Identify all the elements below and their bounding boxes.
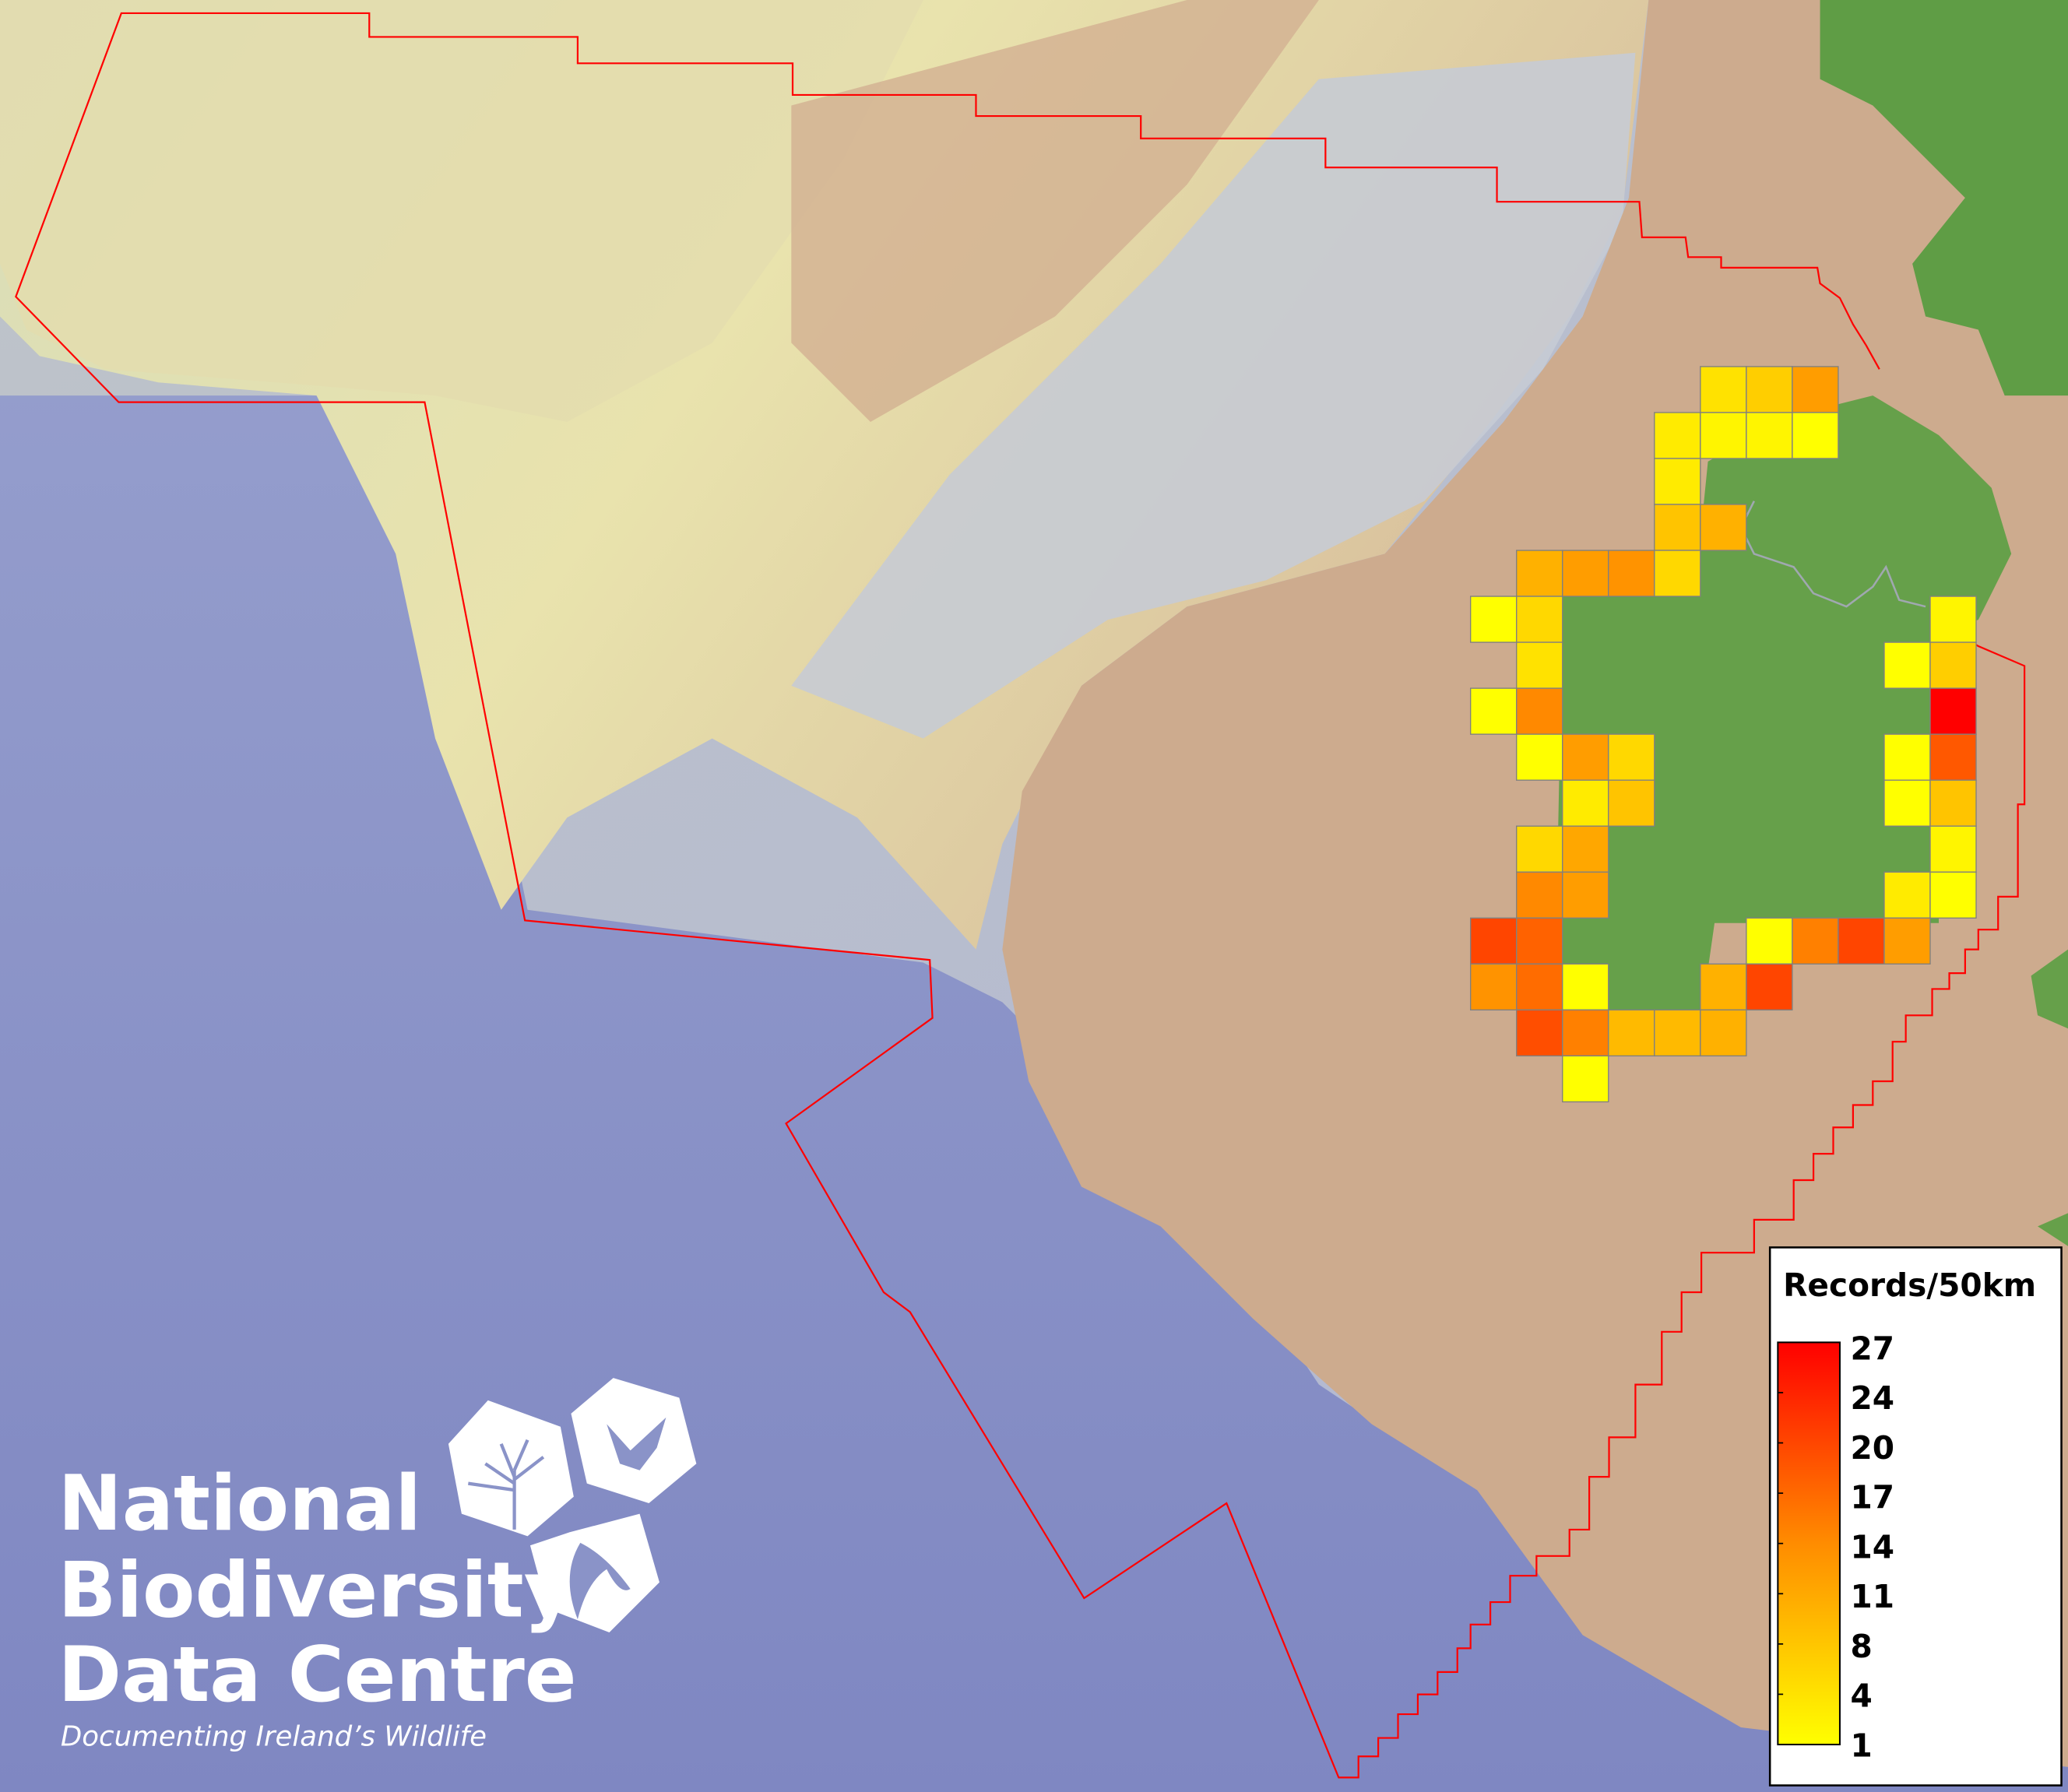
- grid-cell: [1792, 917, 1839, 965]
- grid-cell: [1562, 871, 1609, 919]
- grid-cell: [1516, 733, 1563, 781]
- ndbc-logo: National Biodiversity Data Centre Docume…: [58, 1378, 697, 1753]
- grid-cell: [1929, 596, 1977, 643]
- tree-icon: [448, 1400, 574, 1537]
- grid-cell: [1700, 412, 1747, 459]
- legend-color-bar: [1777, 1341, 1841, 1746]
- grid-cell: [1929, 871, 1977, 919]
- grid-cell: [1608, 550, 1655, 597]
- grid-cell: [1929, 641, 1977, 689]
- grid-cell: [1654, 1009, 1701, 1057]
- logo-line-national: National: [58, 1460, 422, 1548]
- grid-cell: [1929, 733, 1977, 781]
- grid-cell: [1929, 779, 1977, 827]
- legend-tick-label: 1: [1851, 1727, 1873, 1764]
- grid-cell: [1562, 779, 1609, 827]
- seahorse-icon: [529, 1513, 659, 1633]
- grid-cell: [1562, 825, 1609, 873]
- grid-cell: [1929, 687, 1977, 735]
- grid-cell: [1516, 917, 1563, 965]
- grid-cell: [1516, 550, 1563, 597]
- grid-cell: [1838, 917, 1885, 965]
- grid-cell: [1562, 550, 1609, 597]
- grid-cell: [1700, 1009, 1747, 1057]
- grid-cell: [1929, 825, 1977, 873]
- grid-cell: [1469, 687, 1518, 735]
- grid-cell: [1746, 412, 1793, 459]
- grid-cell: [1746, 917, 1793, 965]
- logo-tagline: Documenting Ireland’s Wildlife: [61, 1721, 487, 1753]
- grid-cell: [1516, 1009, 1563, 1057]
- legend-tick-label: 20: [1851, 1429, 1895, 1467]
- legend-tick-label: 17: [1851, 1479, 1895, 1516]
- grid-cell: [1700, 504, 1747, 551]
- grid-cell: [1746, 366, 1793, 413]
- legend: Records/50km 27 24 20 17 14 11 8 4 1: [1768, 1246, 2063, 1787]
- grid-cell: [1608, 733, 1655, 781]
- records-grid: [1469, 366, 1977, 1103]
- land-green-main: [1556, 395, 2012, 1016]
- legend-tick-label: 14: [1851, 1528, 1895, 1565]
- grid-cell: [1608, 1009, 1655, 1057]
- grid-cell: [1469, 917, 1518, 965]
- grid-cell: [1883, 733, 1931, 781]
- grid-cell: [1883, 641, 1931, 689]
- grid-cell: [1469, 596, 1518, 643]
- river: [1739, 501, 1926, 608]
- land-green-north: [1820, 0, 2068, 396]
- grid-cell: [1883, 871, 1931, 919]
- shelf-upper: [0, 0, 923, 423]
- grid-cell: [1562, 1009, 1609, 1057]
- grid-cell: [1700, 963, 1747, 1011]
- grid-cell: [1883, 779, 1931, 827]
- legend-title: Records/50km: [1783, 1267, 2036, 1304]
- grid-cell: [1746, 963, 1793, 1011]
- grid-cell: [1516, 687, 1563, 735]
- grid-cell: [1516, 871, 1563, 919]
- legend-tick-label: 27: [1851, 1330, 1895, 1367]
- grid-cell: [1883, 917, 1931, 965]
- grid-cell: [1562, 733, 1609, 781]
- land-green-east: [2031, 949, 2068, 1246]
- grid-cell: [1516, 641, 1563, 689]
- boundary-line: [15, 12, 2026, 1779]
- sea-inlet: [791, 52, 1636, 739]
- grid-cell: [1562, 1055, 1609, 1103]
- grid-cell: [1654, 412, 1701, 459]
- grid-cell: [1516, 825, 1563, 873]
- grid-cell: [1654, 550, 1701, 597]
- grid-cell: [1700, 366, 1747, 413]
- grid-cell: [1792, 366, 1839, 413]
- lowland-terrain-upper: [791, 0, 1319, 423]
- grid-cell: [1792, 412, 1839, 459]
- logo-line-data-centre: Data Centre: [58, 1631, 577, 1720]
- legend-tick-label: 8: [1851, 1628, 1873, 1665]
- butterfly-icon: [571, 1378, 697, 1504]
- legend-tick-label: 11: [1851, 1578, 1895, 1615]
- grid-cell: [1516, 963, 1563, 1011]
- grid-cell: [1654, 458, 1701, 505]
- grid-cell: [1469, 963, 1518, 1011]
- grid-cell: [1654, 504, 1701, 551]
- logo-line-biodiversity: Biodiversity: [58, 1547, 574, 1636]
- legend-tick-label: 4: [1851, 1678, 1873, 1715]
- legend-tick-label: 24: [1851, 1379, 1895, 1417]
- grid-cell: [1516, 596, 1563, 643]
- grid-cell: [1608, 779, 1655, 827]
- grid-cell: [1562, 963, 1609, 1011]
